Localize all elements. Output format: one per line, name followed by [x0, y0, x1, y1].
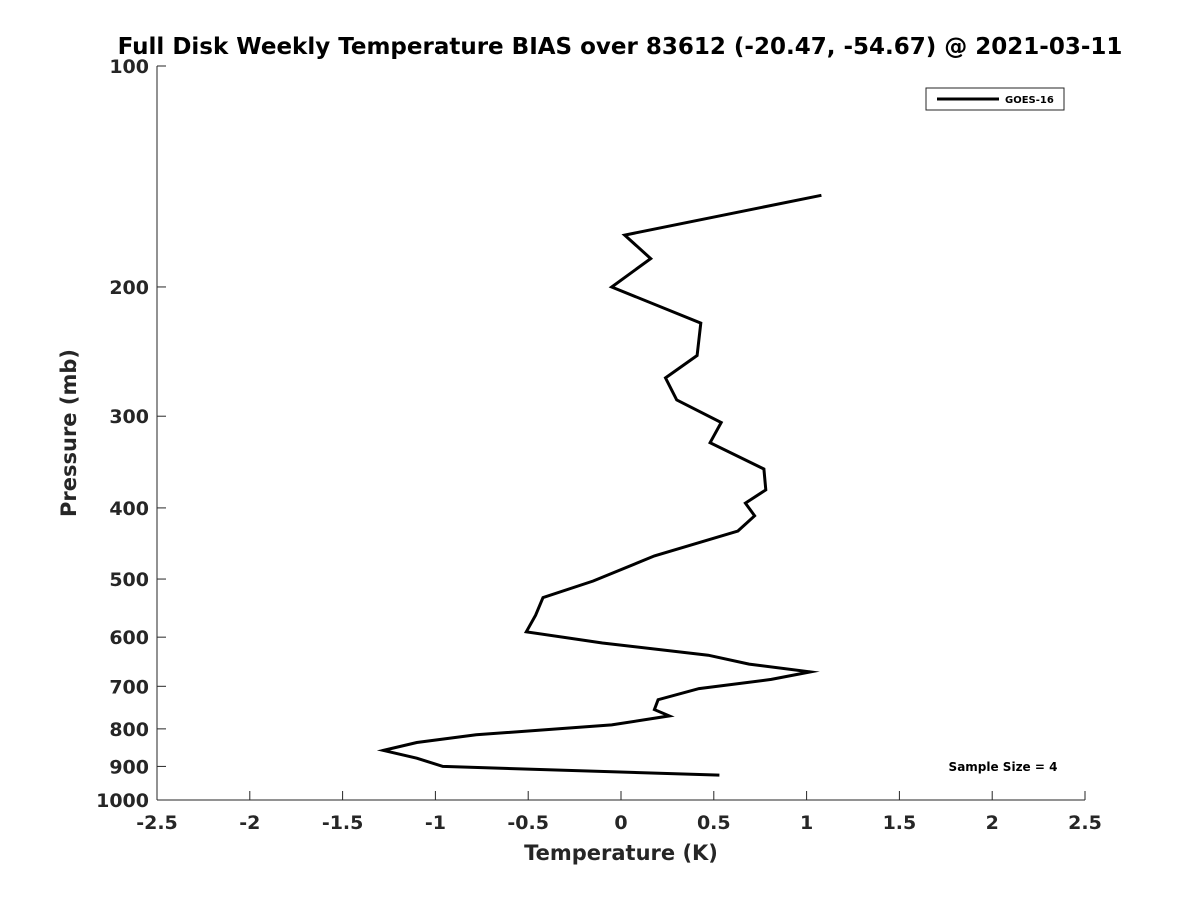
x-tick-label: -2 — [239, 812, 260, 834]
legend: GOES-16 — [925, 87, 1065, 111]
y-tick-label: 100 — [109, 56, 149, 78]
x-tick-label: 2.5 — [1068, 812, 1102, 834]
x-tick-label: 1.5 — [883, 812, 917, 834]
y-axis-label: Pressure (mb) — [57, 349, 81, 517]
series-line-goes-16 — [376, 193, 822, 777]
y-tick-label: 700 — [109, 676, 149, 698]
x-tick-label: -0.5 — [507, 812, 549, 834]
x-axis-ticks: -2.5 -2 -1.5 -1 -0.5 0 0.5 1 1.5 2 2.5 — [136, 791, 1102, 834]
y-axis-ticks: 100 200 300 400 500 600 700 800 900 1000 — [96, 56, 166, 812]
x-tick-label: -1 — [425, 812, 446, 834]
x-tick-label: 1 — [800, 812, 813, 834]
x-tick-label: -1.5 — [322, 812, 364, 834]
y-tick-label: 600 — [109, 627, 149, 649]
y-tick-label: 300 — [109, 406, 149, 428]
x-tick-label: 2 — [986, 812, 999, 834]
x-axis-label: Temperature (K) — [524, 841, 718, 865]
x-tick-label: 0.5 — [697, 812, 731, 834]
chart-title: Full Disk Weekly Temperature BIAS over 8… — [118, 34, 1123, 60]
y-tick-label: 800 — [109, 719, 149, 741]
y-tick-label: 1000 — [96, 790, 149, 812]
x-tick-label: -2.5 — [136, 812, 178, 834]
y-tick-label: 900 — [109, 756, 149, 778]
y-tick-label: 500 — [109, 569, 149, 591]
x-tick-label: 0 — [614, 812, 627, 834]
y-tick-label: 400 — [109, 498, 149, 520]
plot-area — [157, 66, 1085, 800]
sample-size-annotation: Sample Size = 4 — [949, 760, 1058, 774]
legend-label-goes-16: GOES-16 — [1005, 95, 1054, 106]
y-tick-label: 200 — [109, 277, 149, 299]
series-layer — [376, 193, 822, 777]
